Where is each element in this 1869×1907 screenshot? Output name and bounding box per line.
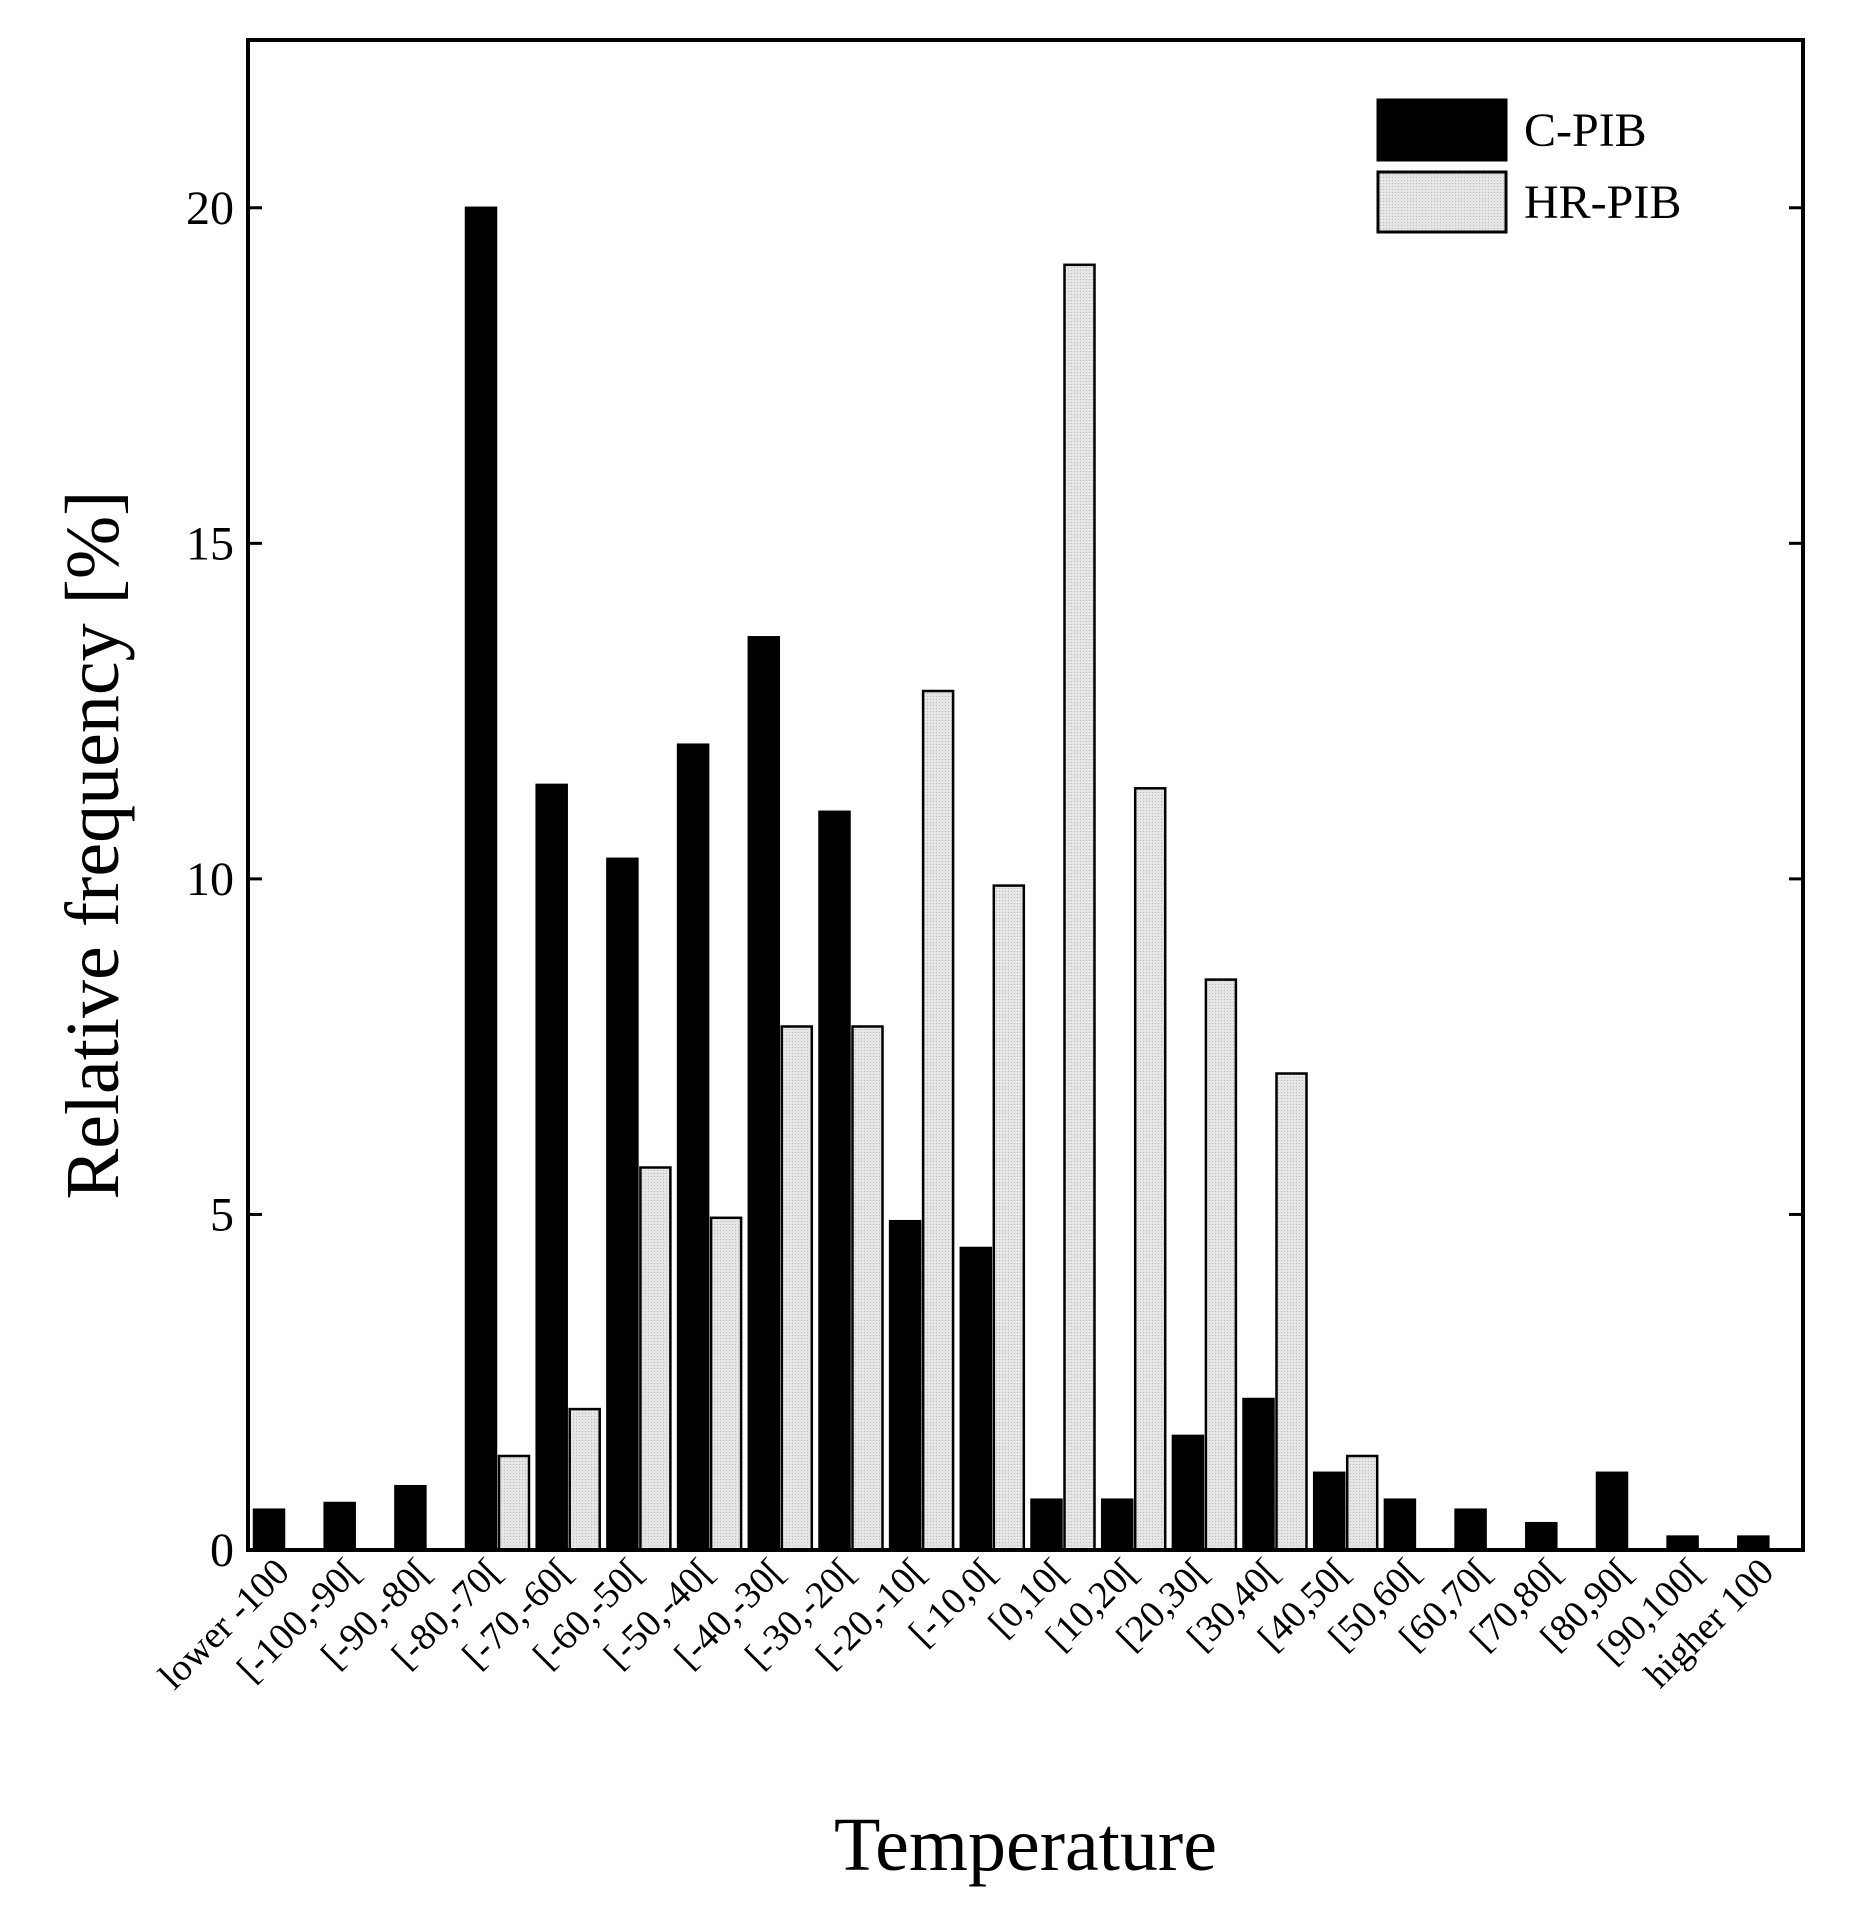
legend-swatch-hr-pib <box>1376 170 1508 234</box>
y-tick-label: 15 <box>186 517 234 570</box>
bar-c-pib-19 <box>1595 1471 1629 1552</box>
y-tick-label: 20 <box>186 182 234 235</box>
bar-c-pib-16 <box>1383 1498 1417 1552</box>
legend: C-PIB HR-PIB <box>1376 98 1681 234</box>
y-axis-title: Relative frequency [%] <box>51 491 135 1200</box>
bar-hr-pib-5 <box>639 1166 672 1552</box>
bar-c-pib-9 <box>888 1219 922 1552</box>
bar-c-pib-14 <box>1242 1397 1275 1552</box>
bar-c-pib-0 <box>252 1508 286 1552</box>
plot-frame <box>246 38 1805 1552</box>
bar-layer <box>252 206 1770 1552</box>
bar-c-pib-8 <box>818 810 851 1552</box>
bar-c-pib-1 <box>323 1501 356 1552</box>
y-tick-label: 5 <box>210 1188 234 1241</box>
bar-hr-pib-6 <box>709 1216 743 1552</box>
bar-hr-pib-7 <box>780 1025 814 1552</box>
bar-c-pib-18 <box>1525 1521 1558 1552</box>
bar-c-pib-13 <box>1171 1434 1205 1552</box>
bar-c-pib-2 <box>394 1484 427 1552</box>
bar-c-pib-3 <box>464 206 498 1552</box>
legend-swatch-c-pib <box>1376 98 1508 162</box>
legend-label-c-pib: C-PIB <box>1524 104 1647 157</box>
bar-c-pib-20 <box>1666 1535 1699 1552</box>
x-axis-title: Temperature <box>834 1803 1217 1887</box>
bar-hr-pib-3 <box>497 1454 531 1552</box>
bar-hr-pib-14 <box>1275 1072 1308 1552</box>
bar-hr-pib-13 <box>1204 978 1238 1552</box>
bar-c-pib-12 <box>1100 1498 1134 1552</box>
bar-c-pib-15 <box>1312 1471 1346 1552</box>
bar-hr-pib-15 <box>1345 1454 1379 1552</box>
bar-c-pib-21 <box>1737 1535 1770 1552</box>
bar-c-pib-11 <box>1030 1498 1063 1552</box>
bar-c-pib-6 <box>676 743 710 1552</box>
bar-c-pib-4 <box>535 783 568 1552</box>
bar-c-pib-17 <box>1454 1508 1487 1552</box>
bar-hr-pib-4 <box>568 1407 601 1552</box>
y-tick-label: 0 <box>210 1524 234 1577</box>
bar-hr-pib-11 <box>1063 263 1096 1552</box>
bar-hr-pib-10 <box>992 884 1026 1552</box>
bar-hr-pib-8 <box>851 1025 884 1552</box>
bar-c-pib-10 <box>959 1246 993 1552</box>
y-tick-label: 10 <box>186 853 234 906</box>
y-axis: 0 5 10 15 20 <box>186 182 1803 1577</box>
legend-label-hr-pib: HR-PIB <box>1524 176 1681 229</box>
bar-c-pib-5 <box>606 857 639 1552</box>
bar-hr-pib-9 <box>921 689 955 1552</box>
bar-c-pib-7 <box>747 636 781 1552</box>
bar-hr-pib-12 <box>1133 787 1167 1552</box>
